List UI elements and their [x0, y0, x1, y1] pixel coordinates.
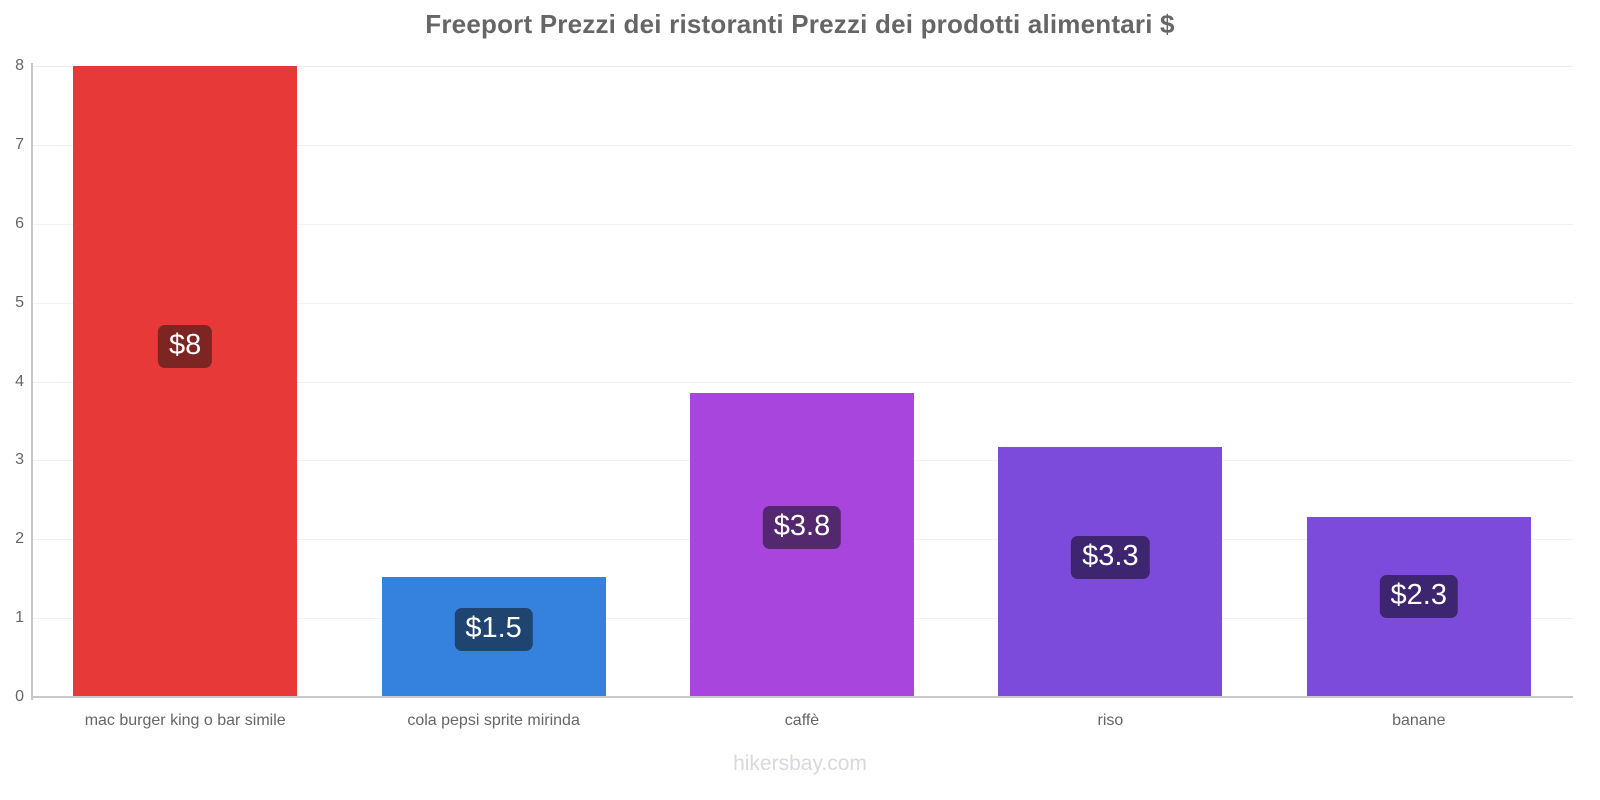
y-tick-label: 6: [15, 214, 24, 232]
y-tick-label: 7: [15, 135, 24, 153]
y-tick-label: 4: [15, 372, 24, 390]
bar-value-label: $1.5: [454, 608, 533, 652]
y-tick-label: 5: [15, 293, 24, 311]
bar-value-label: $3.8: [762, 506, 842, 550]
x-axis-tick-labels: mac burger king o bar simile cola pepsi s…: [31, 712, 1573, 740]
bar[interactable]: $8: [73, 66, 298, 697]
y-tick-label: 2: [15, 530, 24, 548]
bar[interactable]: $1.5: [381, 577, 606, 697]
x-tick-label: mac burger king o bar simile: [84, 712, 286, 729]
y-tick-label: 3: [15, 451, 24, 469]
x-tick-label: riso: [1097, 712, 1124, 729]
bar[interactable]: $2.3: [1306, 517, 1531, 697]
gridline: [31, 302, 1573, 304]
x-tick-label: caffè: [784, 712, 820, 729]
bar-value-label: $8: [158, 324, 213, 368]
gridline: [31, 381, 1573, 383]
bar[interactable]: $3.3: [998, 446, 1223, 697]
gridline: [31, 66, 1573, 67]
bar[interactable]: $3.8: [690, 393, 914, 697]
x-tick-label: cola pepsi sprite mirinda: [407, 712, 580, 729]
gridline: [31, 223, 1573, 225]
y-axis-line: [31, 63, 33, 700]
chart-title: Freeport Prezzi dei ristoranti Prezzi de…: [425, 9, 1175, 39]
x-tick-label: banane: [1392, 712, 1446, 729]
y-tick-label: 0: [15, 688, 24, 705]
bar-value-label: $3.3: [1071, 536, 1150, 580]
y-axis-tick-labels: 0 1 2 3 4 5 6 7 8: [0, 57, 24, 705]
gridline: [31, 144, 1573, 146]
bar-value-label: $2.3: [1379, 575, 1459, 619]
plot-area: $8 $1.5 $3.8 $3.3 $2.3: [31, 66, 1573, 697]
y-tick-label: 1: [15, 609, 24, 627]
footer-watermark: hikersbay.com: [733, 752, 867, 775]
y-tick-label: 8: [15, 57, 24, 74]
x-axis-line: [31, 696, 1573, 698]
